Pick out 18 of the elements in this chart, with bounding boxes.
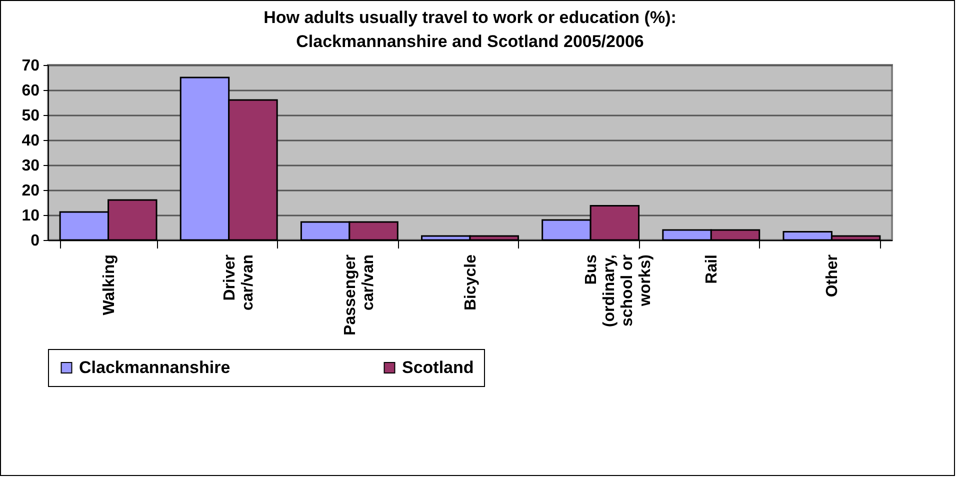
y-tick-label: 30 [22,158,40,174]
y-tick-label: 40 [22,132,40,150]
y-tick-label: 0 [30,232,40,250]
y-tick-label: 70 [22,58,40,74]
x-tick-label: Driver car/van [221,254,256,311]
x-tick-label: Bicycle [462,254,480,311]
legend-label: Scotland [402,358,474,377]
y-tick-label: 60 [22,82,40,100]
x-tick-label: Bus (ordinary, school or works) [583,254,654,328]
chart-title: How adults usually travel to work or education (%): Clackmannanshire and Scotland 2005/2006 [264,8,676,51]
y-tick-label: 50 [22,108,40,124]
legend-label: Clackmannanshire [79,358,230,377]
x-tick-label: Other [824,254,842,298]
x-tick-label: Passenger car/van [342,254,377,336]
x-tick-label: Walking [100,254,118,316]
x-tick-label: Rail [704,254,721,284]
y-tick-label: 20 [22,182,40,200]
y-tick-label: 10 [22,208,40,224]
